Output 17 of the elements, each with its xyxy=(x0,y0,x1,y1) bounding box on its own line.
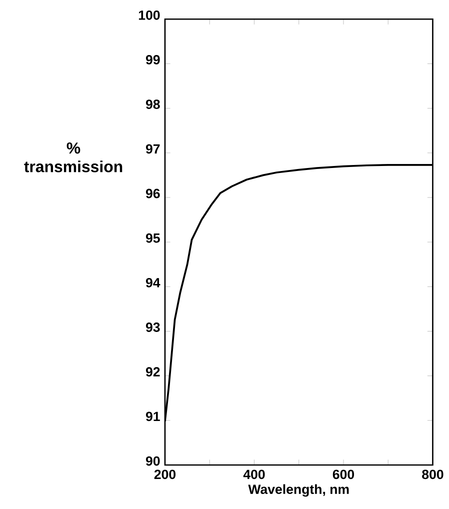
y-tick-label: 90 xyxy=(146,456,160,466)
y-tick-label: 97 xyxy=(146,144,160,154)
x-tick-label: 200 xyxy=(154,470,176,480)
x-tick-label: 400 xyxy=(243,470,265,480)
y-tick-label: 93 xyxy=(146,322,160,332)
x-axis-title: Wavelength, nm xyxy=(248,484,349,497)
y-tick-label: 99 xyxy=(146,55,160,64)
y-axis-title: % transmission xyxy=(24,142,122,172)
y-tick-label: 98 xyxy=(146,100,160,110)
y-tick-label: 94 xyxy=(146,278,160,288)
y-tick-label: 100 xyxy=(139,10,160,20)
y-tick-label: 95 xyxy=(146,233,160,243)
x-tick-label: 600 xyxy=(332,470,354,480)
y-tick-label: 92 xyxy=(146,367,160,377)
y-tick-label: 96 xyxy=(146,188,160,198)
y-tick-label: 91 xyxy=(146,412,160,422)
x-tick-label: 800 xyxy=(422,470,444,480)
